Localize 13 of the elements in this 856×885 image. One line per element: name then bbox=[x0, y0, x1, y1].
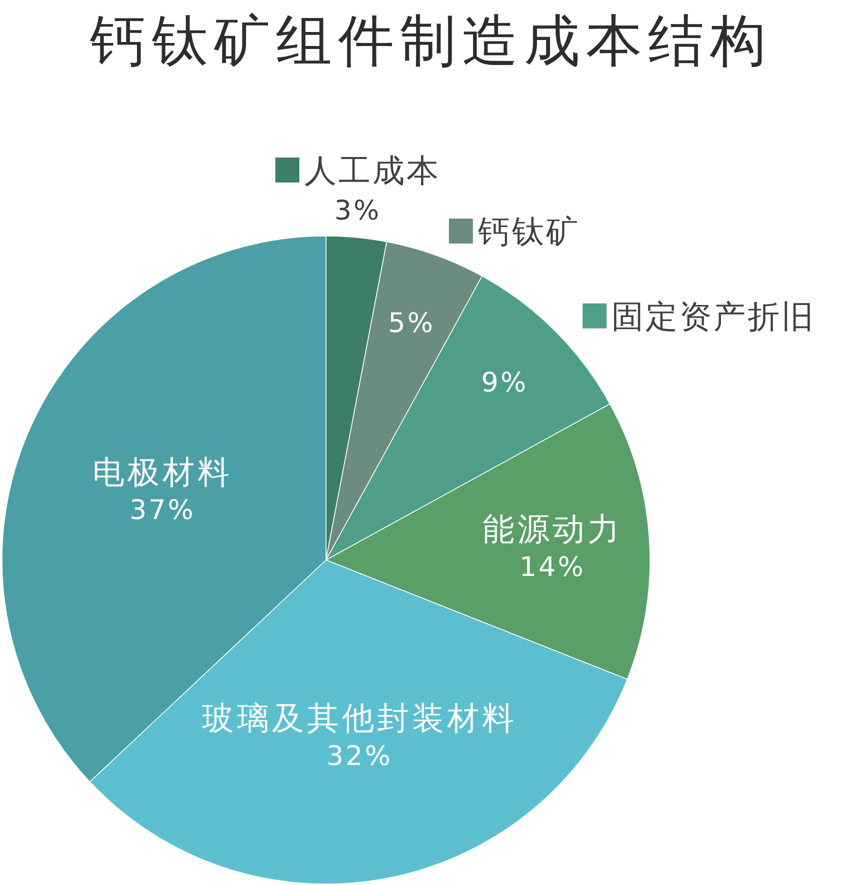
data-label: 14% bbox=[519, 552, 586, 583]
chart-title: 钙钛矿组件制造成本结构 bbox=[89, 9, 772, 74]
legend-label: 固定资产折旧 bbox=[612, 297, 816, 336]
data-label: 32% bbox=[326, 741, 392, 772]
slice-label: 玻璃及其他封装材料 bbox=[202, 699, 517, 738]
legend-label: 人工成本 bbox=[304, 152, 440, 190]
slice-label: 电极材料 bbox=[92, 453, 232, 492]
data-label: 5% bbox=[388, 308, 436, 340]
slice-label: 能源动力 bbox=[482, 510, 622, 548]
legend-label: 钙钛矿 bbox=[476, 212, 580, 251]
data-label: 3% bbox=[334, 196, 382, 226]
data-label: 37% bbox=[129, 495, 196, 526]
data-label: 9% bbox=[481, 367, 528, 398]
